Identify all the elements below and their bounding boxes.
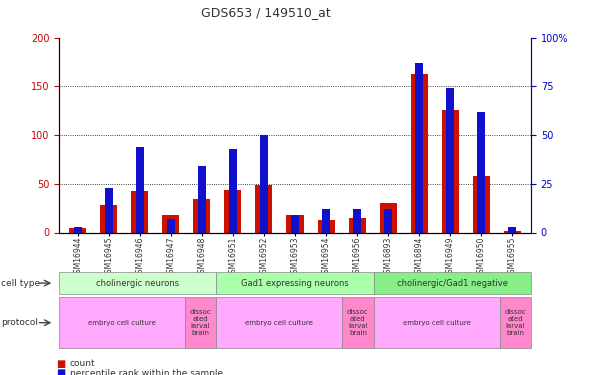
Text: Gad1 expressing neurons: Gad1 expressing neurons: [241, 279, 349, 288]
Bar: [477, 112, 485, 232]
Bar: [131, 190, 148, 232]
Text: cholinergic neurons: cholinergic neurons: [96, 279, 179, 288]
Bar: [255, 185, 273, 232]
Text: ■: ■: [56, 368, 65, 375]
Bar: [442, 110, 459, 232]
Text: dissoc
ated
larval
brain: dissoc ated larval brain: [190, 309, 211, 336]
Bar: [379, 203, 396, 232]
Text: cholinergic/Gad1 negative: cholinergic/Gad1 negative: [397, 279, 508, 288]
Text: count: count: [70, 359, 95, 368]
Bar: [411, 74, 428, 232]
Text: embryo cell culture: embryo cell culture: [245, 320, 313, 326]
Bar: [509, 226, 516, 232]
Bar: [447, 88, 454, 232]
Bar: [224, 190, 241, 232]
Bar: [69, 228, 86, 232]
Bar: [198, 166, 206, 232]
Bar: [287, 215, 303, 232]
Bar: [136, 147, 143, 232]
Text: GDS653 / 149510_at: GDS653 / 149510_at: [201, 6, 330, 19]
Bar: [473, 176, 490, 232]
Text: embryo cell culture: embryo cell culture: [402, 320, 471, 326]
Bar: [100, 205, 117, 232]
Bar: [74, 226, 81, 232]
Bar: [504, 231, 521, 232]
Bar: [229, 148, 237, 232]
Text: dissoc
ated
larval
brain: dissoc ated larval brain: [504, 309, 526, 336]
Bar: [194, 200, 211, 232]
Text: embryo cell culture: embryo cell culture: [88, 320, 156, 326]
Text: percentile rank within the sample: percentile rank within the sample: [70, 369, 223, 375]
Bar: [167, 219, 175, 232]
Bar: [415, 63, 423, 232]
Bar: [291, 215, 299, 232]
Bar: [349, 218, 366, 232]
Bar: [384, 209, 392, 232]
Text: cell type: cell type: [1, 279, 40, 288]
Bar: [322, 209, 330, 232]
Bar: [105, 188, 113, 232]
Text: protocol: protocol: [1, 318, 38, 327]
Text: dissoc
ated
larval
brain: dissoc ated larval brain: [347, 309, 369, 336]
Bar: [260, 135, 268, 232]
Bar: [353, 209, 361, 232]
Bar: [317, 220, 335, 232]
Bar: [162, 215, 179, 232]
Text: ■: ■: [56, 359, 65, 369]
